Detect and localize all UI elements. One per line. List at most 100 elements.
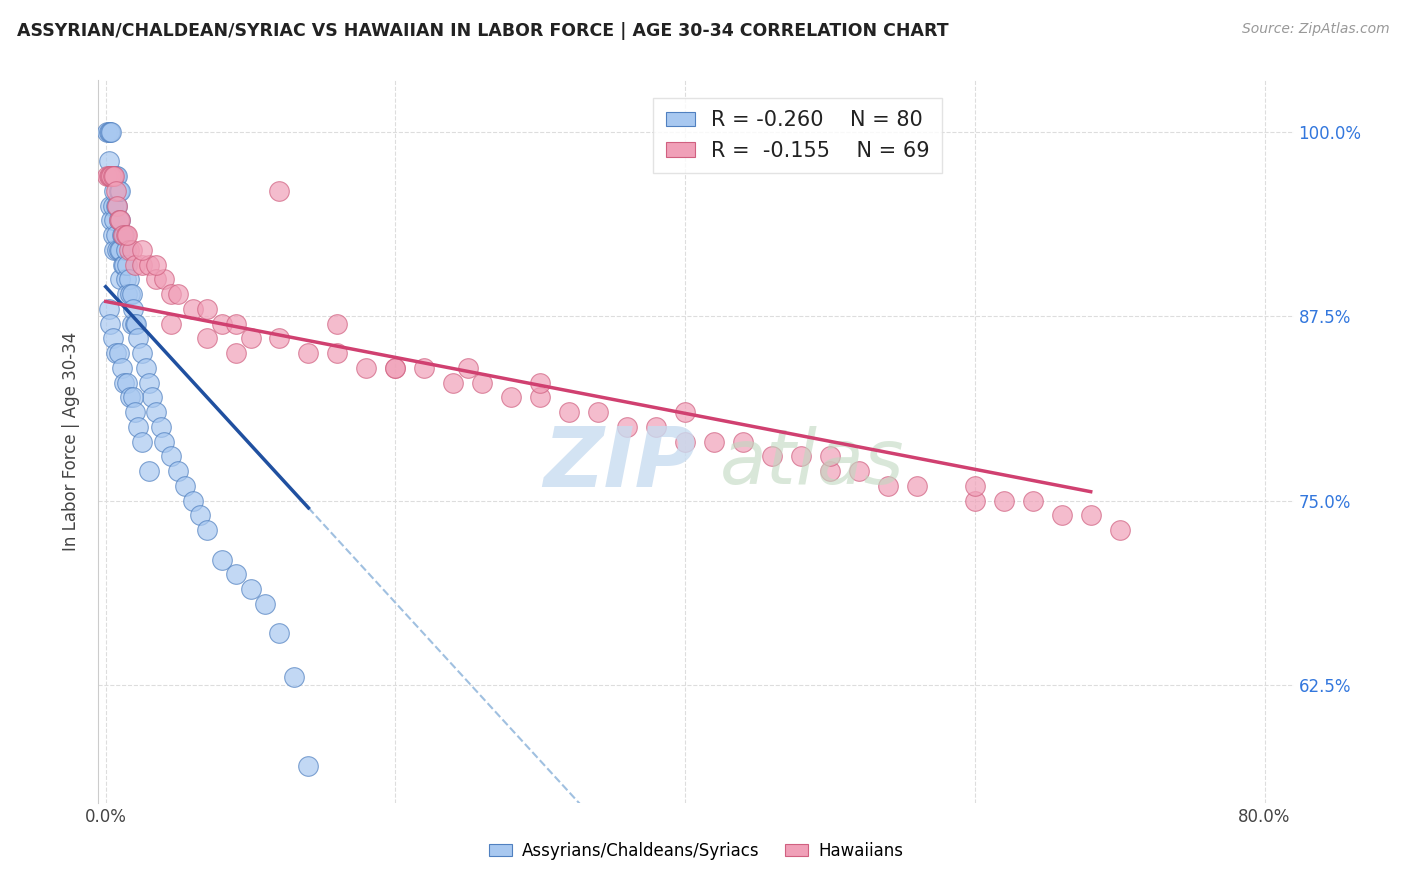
Point	[131, 346, 153, 360]
Point	[107, 184, 129, 198]
Point	[239, 582, 262, 596]
Point	[963, 493, 986, 508]
Point	[848, 464, 870, 478]
Point	[115, 272, 138, 286]
Point	[103, 213, 125, 227]
Point	[586, 405, 609, 419]
Point	[108, 213, 131, 227]
Point	[413, 360, 436, 375]
Point	[356, 360, 378, 375]
Point	[211, 552, 233, 566]
Point	[127, 419, 149, 434]
Point	[122, 301, 145, 316]
Point	[167, 287, 190, 301]
Point	[117, 376, 139, 390]
Point	[145, 405, 167, 419]
Point	[211, 317, 233, 331]
Point	[529, 376, 551, 390]
Point	[114, 258, 136, 272]
Point	[105, 199, 128, 213]
Point	[120, 390, 142, 404]
Point	[107, 346, 129, 360]
Point	[131, 243, 153, 257]
Point	[117, 258, 139, 272]
Point	[131, 434, 153, 449]
Point	[107, 213, 129, 227]
Point	[110, 360, 132, 375]
Point	[118, 272, 141, 286]
Point	[105, 199, 128, 213]
Point	[905, 479, 928, 493]
Point	[104, 228, 127, 243]
Point	[188, 508, 211, 523]
Point	[152, 272, 174, 286]
Point	[117, 228, 139, 243]
Point	[673, 434, 696, 449]
Point	[283, 670, 305, 684]
Point	[104, 184, 127, 198]
Point	[761, 450, 783, 464]
Point	[993, 493, 1015, 508]
Point	[122, 390, 145, 404]
Point	[160, 450, 183, 464]
Point	[269, 626, 291, 640]
Point	[195, 523, 218, 537]
Point	[124, 317, 146, 331]
Point	[114, 228, 136, 243]
Point	[103, 184, 125, 198]
Point	[96, 169, 118, 183]
Point	[1108, 523, 1130, 537]
Point	[1080, 508, 1102, 523]
Point	[471, 376, 494, 390]
Point	[108, 243, 131, 257]
Point	[100, 125, 122, 139]
Point	[108, 184, 131, 198]
Point	[138, 376, 160, 390]
Point	[152, 434, 174, 449]
Point	[149, 419, 172, 434]
Text: ASSYRIAN/CHALDEAN/SYRIAC VS HAWAIIAN IN LABOR FORCE | AGE 30-34 CORRELATION CHAR: ASSYRIAN/CHALDEAN/SYRIAC VS HAWAIIAN IN …	[17, 22, 949, 40]
Text: Source: ZipAtlas.com: Source: ZipAtlas.com	[1241, 22, 1389, 37]
Point	[558, 405, 581, 419]
Point	[384, 360, 406, 375]
Point	[98, 169, 121, 183]
Point	[195, 301, 218, 316]
Point	[160, 287, 183, 301]
Point	[529, 390, 551, 404]
Point	[225, 567, 247, 582]
Point	[127, 331, 149, 345]
Point	[145, 272, 167, 286]
Point	[239, 331, 262, 345]
Point	[124, 405, 146, 419]
Point	[115, 228, 138, 243]
Point	[121, 317, 143, 331]
Point	[98, 169, 121, 183]
Point	[96, 125, 118, 139]
Point	[790, 450, 813, 464]
Text: ZIP: ZIP	[543, 423, 696, 504]
Point	[326, 317, 349, 331]
Point	[98, 125, 121, 139]
Point	[141, 390, 163, 404]
Point	[97, 154, 120, 169]
Point	[160, 317, 183, 331]
Point	[181, 301, 204, 316]
Point	[112, 228, 135, 243]
Point	[269, 184, 291, 198]
Point	[98, 199, 121, 213]
Point	[877, 479, 900, 493]
Y-axis label: In Labor Force | Age 30-34: In Labor Force | Age 30-34	[62, 332, 80, 551]
Point	[138, 258, 160, 272]
Point	[101, 228, 124, 243]
Point	[731, 434, 754, 449]
Point	[384, 360, 406, 375]
Point	[112, 258, 135, 272]
Point	[645, 419, 668, 434]
Point	[110, 228, 132, 243]
Point	[225, 346, 247, 360]
Point	[103, 243, 125, 257]
Point	[117, 287, 139, 301]
Point	[131, 258, 153, 272]
Point	[101, 199, 124, 213]
Point	[297, 346, 319, 360]
